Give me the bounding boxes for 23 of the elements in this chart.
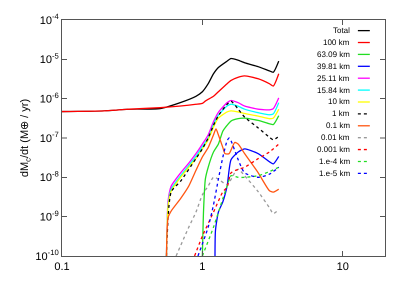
y-tick-label: 10$^{-6}$: [40, 90, 59, 106]
legend-label: Total: [333, 26, 350, 35]
legend-label: 10 km: [328, 97, 350, 106]
y-tick-label: 10$^{-4}$: [40, 12, 60, 27]
x-tick-label: 0.1: [54, 261, 70, 274]
legend-label: 0.1 km: [326, 121, 350, 130]
x-tick-label: 10: [336, 261, 349, 274]
y-tick-label: 10$^{-5}$: [40, 52, 59, 66]
legend-label: 1.e-5 km: [319, 169, 350, 178]
legend-label: 1.e-4 km: [319, 157, 350, 166]
legend-label: 0.001 km: [317, 145, 350, 154]
y-tick-label: 10$^{-8}$: [40, 170, 59, 184]
legend-label: 100 km: [323, 38, 350, 47]
y-tick-label: 10$^{-7}$: [40, 130, 59, 145]
legend-label: 25.11 km: [317, 74, 350, 83]
legend-label: 1 km: [332, 109, 350, 118]
legend-label: 15.84 km: [317, 86, 350, 95]
y-tick-label: 10$^{-9}$: [40, 208, 59, 224]
y-tick-label: 10$^{-10}$: [35, 248, 59, 263]
legend-label: 63.09 km: [317, 50, 350, 59]
legend-label: 39.81 km: [317, 62, 350, 71]
x-tick-label: 1: [199, 261, 206, 274]
legend-label: 0.01 km: [321, 133, 350, 142]
